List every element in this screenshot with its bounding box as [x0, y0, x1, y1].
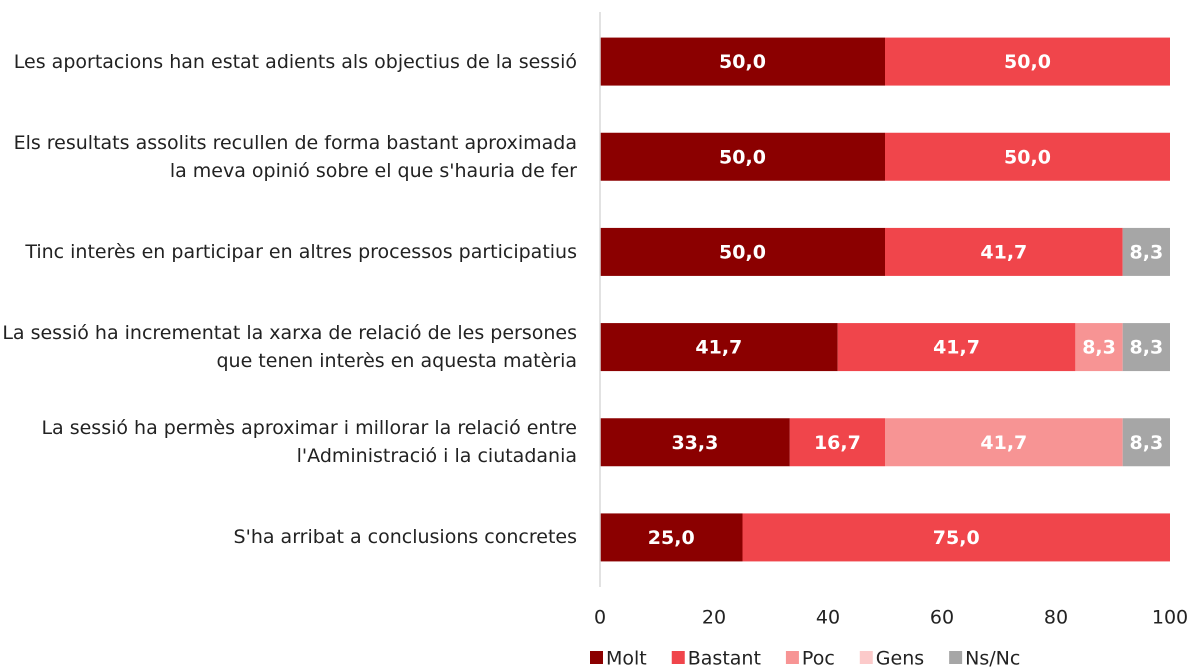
category-label: Els resultats assolits recullen de forma…	[13, 131, 577, 182]
x-tick-label: 0	[594, 607, 606, 629]
legend-swatch	[671, 651, 685, 664]
legend-label: Poc	[802, 648, 835, 669]
value-label: 25,0	[648, 527, 695, 549]
value-label: 75,0	[933, 527, 980, 549]
value-label: 41,7	[695, 337, 742, 359]
bar-segment	[600, 37, 885, 86]
legend-swatch	[859, 651, 873, 664]
value-label: 41,7	[933, 337, 980, 359]
legend-swatch	[949, 651, 963, 664]
bar-segment	[600, 132, 885, 181]
x-tick-label: 60	[930, 607, 954, 629]
bar-segment	[885, 132, 1170, 181]
bar-segment	[837, 323, 1076, 372]
x-tick-label: 80	[1044, 607, 1068, 629]
bar-segment	[600, 418, 790, 467]
category-label: Les aportacions han estat adients als ob…	[13, 50, 577, 73]
value-label: 8,3	[1130, 241, 1164, 263]
legend-label: Molt	[606, 648, 647, 669]
value-label: 41,7	[980, 241, 1027, 263]
value-label: 8,3	[1130, 337, 1164, 359]
category-label: La sessió ha permès aproximar i millorar…	[41, 417, 577, 468]
value-label: 33,3	[671, 432, 718, 454]
value-label: 50,0	[719, 51, 766, 73]
bar-segment	[789, 418, 885, 467]
bar-segment	[600, 323, 838, 372]
value-label: 50,0	[719, 241, 766, 263]
x-tick-label: 40	[816, 607, 840, 629]
legend-swatch	[590, 651, 603, 664]
value-label: 50,0	[719, 146, 766, 168]
x-tick-label: 20	[702, 607, 726, 629]
bar-segment	[885, 227, 1123, 276]
bar-segment	[885, 37, 1170, 86]
category-label: Tinc interès en participar en altres pro…	[25, 240, 577, 263]
value-label: 16,7	[814, 432, 861, 454]
bar-segment	[742, 513, 1170, 562]
value-label: 8,3	[1130, 432, 1164, 454]
legend-label: Ns/Nc	[965, 648, 1020, 669]
value-label: 50,0	[1004, 51, 1051, 73]
legend-label: Gens	[876, 648, 924, 669]
x-tick-label: 100	[1152, 607, 1188, 629]
bar-segment	[1122, 323, 1170, 372]
bar-segment	[1122, 418, 1170, 467]
value-label: 8,3	[1082, 337, 1116, 359]
category-label: La sessió ha incrementat la xarxa de rel…	[2, 322, 577, 373]
bar-segment	[885, 418, 1123, 467]
value-label: 41,7	[980, 432, 1027, 454]
value-label: 50,0	[1004, 146, 1051, 168]
category-label: S'ha arribat a conclusions concretes	[233, 526, 577, 549]
bar-segment	[600, 513, 743, 562]
bar-segment	[600, 227, 885, 276]
bar-segment	[1122, 227, 1170, 276]
legend-label: Bastant	[688, 648, 761, 669]
legend-swatch	[785, 651, 799, 664]
bar-segment	[1075, 323, 1123, 372]
